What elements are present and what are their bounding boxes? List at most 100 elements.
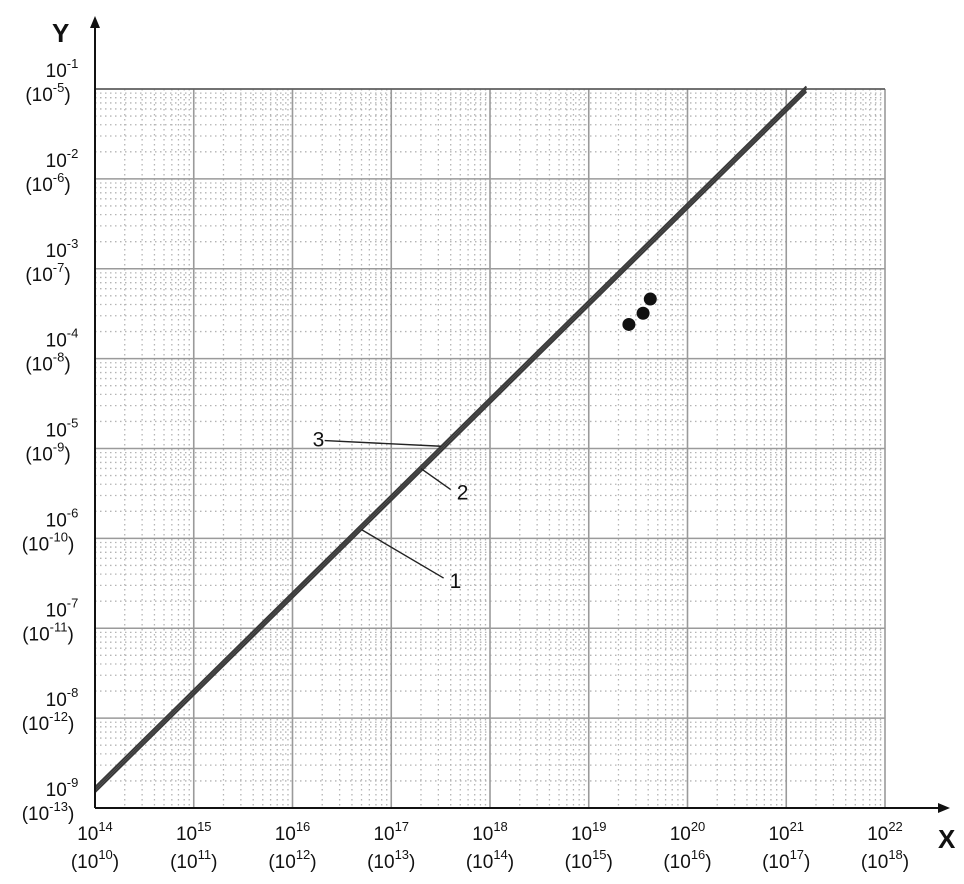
y-tick-label: 10-5 <box>46 416 79 442</box>
x-tick-alt-exp: 13 <box>395 847 409 862</box>
x-tick-alt-close: ) <box>409 852 415 873</box>
y-tick-label: 10-3 <box>46 236 79 262</box>
y-tick-alt-base: (10 <box>22 714 49 735</box>
x-tick-label: 1019 <box>571 819 607 845</box>
x-tick-alt-exp: 16 <box>691 847 705 862</box>
y-tick-exp: -6 <box>67 505 79 520</box>
data-point <box>622 317 636 331</box>
x-tick-alt-exp: 10 <box>98 847 112 862</box>
x-tick-label: 1014 <box>77 819 113 845</box>
x-tick-label: 1020 <box>670 819 706 845</box>
y-tick-alt-close: ) <box>64 355 70 376</box>
x-tick-alt-exp: 18 <box>888 847 902 862</box>
data-points <box>622 292 657 331</box>
x-tick-alt-base: (10 <box>170 852 197 873</box>
x-tick-label: 1015 <box>176 819 212 845</box>
y-tick-alt-close: ) <box>67 624 73 645</box>
y-tick-alt-exp: -11 <box>50 619 68 634</box>
y-tick-alt-exp: -7 <box>53 260 65 275</box>
y-tick-alt-base: (10 <box>22 804 49 825</box>
x-tick-alt-label: (1010) <box>71 847 119 873</box>
x-tick-base: 10 <box>867 824 888 845</box>
x-tick-label: 1021 <box>768 819 804 845</box>
x-tick-alt-label: (1013) <box>367 847 415 873</box>
x-tick-alt-close: ) <box>804 852 810 873</box>
y-tick-base: 10 <box>46 331 67 352</box>
y-tick-alt-label: (10-12) <box>22 709 75 735</box>
y-tick-alt-close: ) <box>64 445 70 466</box>
y-tick-alt-exp: -12 <box>49 709 68 724</box>
x-tick-alt-close: ) <box>607 852 613 873</box>
annotation-label: 3 <box>313 429 325 452</box>
x-tick-exp: 15 <box>197 819 211 834</box>
x-tick-alt-label: (1012) <box>268 847 316 873</box>
x-tick-alt-close: ) <box>508 852 514 873</box>
x-tick-alt-label: (1014) <box>466 847 514 873</box>
x-tick-exp: 21 <box>790 819 804 834</box>
annotation-leader-line <box>324 439 442 447</box>
y-tick-alt-label: (10-6) <box>25 170 70 196</box>
annotation-leaders <box>324 439 452 579</box>
series-line-3 <box>94 85 808 788</box>
axes <box>90 16 950 813</box>
y-tick-alt-base: (10 <box>22 534 49 555</box>
x-axis-arrow-icon <box>938 803 950 813</box>
series-layer <box>94 85 808 793</box>
y-tick-exp: -3 <box>67 236 79 251</box>
x-tick-alt-label: (1018) <box>861 847 909 873</box>
x-tick-exp: 17 <box>395 819 409 834</box>
x-tick-alt-close: ) <box>705 852 711 873</box>
y-tick-exp: -7 <box>67 595 79 610</box>
x-tick-label: 1022 <box>867 819 903 845</box>
y-tick-alt-close: ) <box>64 265 70 286</box>
x-tick-alt-base: (10 <box>861 852 888 873</box>
data-point <box>643 292 657 306</box>
y-tick-alt-label: (10-5) <box>25 80 70 106</box>
y-tick-alt-close: ) <box>64 175 70 196</box>
y-tick-label: 10-4 <box>46 326 79 352</box>
annotations: 3 2 1 <box>313 429 469 593</box>
x-tick-alt-exp: 17 <box>790 847 804 862</box>
x-tick-base: 10 <box>275 824 296 845</box>
y-tick-base: 10 <box>46 690 67 711</box>
y-tick-alt-base: (10 <box>25 445 52 466</box>
y-tick-exp: -1 <box>67 56 79 71</box>
y-tick-exp: -8 <box>67 685 79 700</box>
y-tick-alt-label: (10-7) <box>25 260 70 286</box>
x-tick-alt-exp: 15 <box>592 847 606 862</box>
y-tick-alt-label: (10-13) <box>22 799 75 825</box>
y-tick-base: 10 <box>46 780 67 801</box>
x-tick-exp: 22 <box>888 819 902 834</box>
x-tick-alt-base: (10 <box>663 852 690 873</box>
annotation-label: 2 <box>457 482 469 505</box>
x-tick-alt-base: (10 <box>565 852 592 873</box>
y-tick-label: 10-1 <box>46 56 79 82</box>
y-tick-alt-label: (10-11) <box>22 619 74 645</box>
x-tick-alt-close: ) <box>211 852 217 873</box>
x-tick-alt-label: (1011) <box>170 847 217 873</box>
x-tick-base: 10 <box>670 824 691 845</box>
y-tick-exp: -5 <box>67 416 79 431</box>
major-grid <box>94 88 886 809</box>
y-tick-alt-base: (10 <box>22 624 49 645</box>
x-tick-alt-close: ) <box>903 852 909 873</box>
y-tick-alt-label: (10-10) <box>22 529 75 555</box>
y-tick-alt-exp: -9 <box>53 440 65 455</box>
y-tick-base: 10 <box>46 510 67 531</box>
x-tick-alt-base: (10 <box>71 852 98 873</box>
y-tick-base: 10 <box>46 421 67 442</box>
y-axis-label: Y <box>52 18 69 48</box>
y-tick-base: 10 <box>46 61 67 82</box>
y-tick-alt-exp: -6 <box>53 170 65 185</box>
x-tick-alt-exp: 11 <box>198 847 212 862</box>
y-tick-alt-base: (10 <box>25 85 52 106</box>
x-tick-alt-close: ) <box>113 852 119 873</box>
x-tick-base: 10 <box>77 824 98 845</box>
y-tick-alt-close: ) <box>68 804 74 825</box>
y-tick-label: 10-7 <box>46 595 79 621</box>
x-tick-alt-label: (1017) <box>762 847 810 873</box>
x-tick-alt-close: ) <box>310 852 316 873</box>
x-tick-base: 10 <box>373 824 394 845</box>
x-tick-exp: 19 <box>592 819 606 834</box>
